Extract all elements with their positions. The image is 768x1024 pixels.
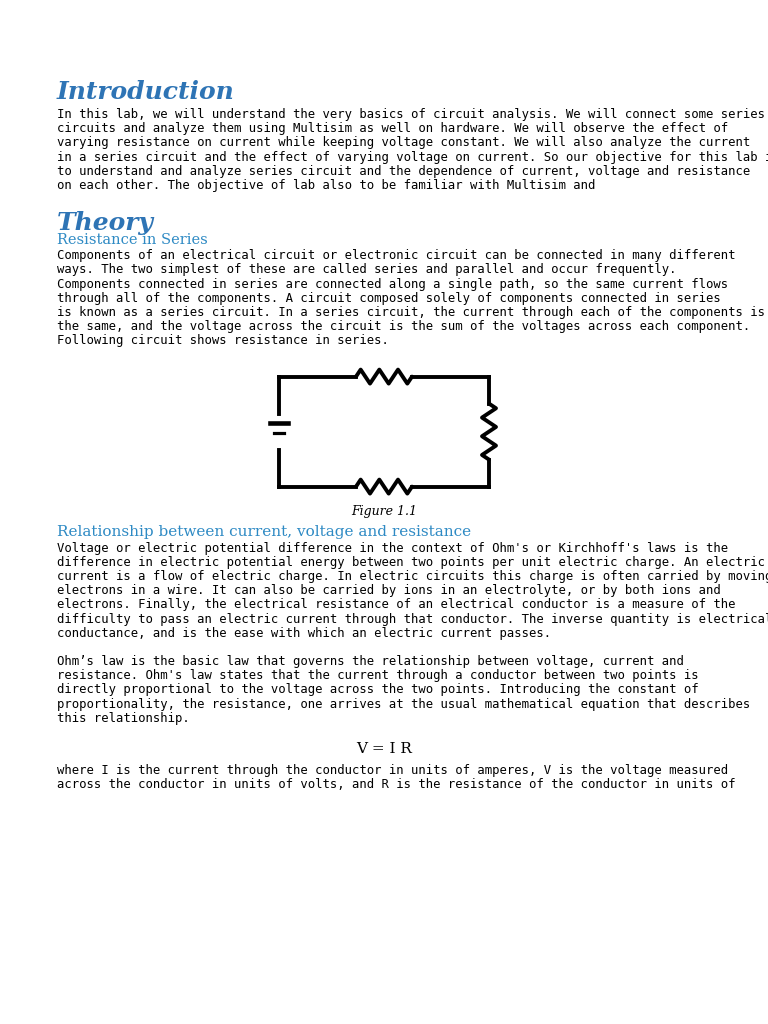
- Text: difficulty to pass an electric current through that conductor. The inverse quant: difficulty to pass an electric current t…: [57, 612, 768, 626]
- Text: ways. The two simplest of these are called series and parallel and occur frequen: ways. The two simplest of these are call…: [57, 263, 677, 276]
- Text: Resistance in Series: Resistance in Series: [57, 233, 208, 247]
- Text: current is a flow of electric charge. In electric circuits this charge is often : current is a flow of electric charge. In…: [57, 570, 768, 583]
- Text: electrons. Finally, the electrical resistance of an electrical conductor is a me: electrons. Finally, the electrical resis…: [57, 598, 736, 611]
- Text: Voltage or electric potential difference in the context of Ohm's or Kirchhoff's : Voltage or electric potential difference…: [57, 542, 728, 555]
- Text: where I is the current through the conductor in units of amperes, V is the volta: where I is the current through the condu…: [57, 764, 728, 777]
- Text: on each other. The objective of lab also to be familiar with Multisim and: on each other. The objective of lab also…: [57, 179, 595, 193]
- Text: In this lab, we will understand the very basics of circuit analysis. We will con: In this lab, we will understand the very…: [57, 108, 765, 121]
- Text: in a series circuit and the effect of varying voltage on current. So our objecti: in a series circuit and the effect of va…: [57, 151, 768, 164]
- Text: electrons in a wire. It can also be carried by ions in an electrolyte, or by bot: electrons in a wire. It can also be carr…: [57, 585, 720, 597]
- Text: conductance, and is the ease with which an electric current passes.: conductance, and is the ease with which …: [57, 627, 551, 640]
- Text: resistance. Ohm's law states that the current through a conductor between two po: resistance. Ohm's law states that the cu…: [57, 670, 699, 682]
- Text: Components connected in series are connected along a single path, so the same cu: Components connected in series are conne…: [57, 278, 728, 291]
- Text: Relationship between current, voltage and resistance: Relationship between current, voltage an…: [57, 524, 471, 539]
- Text: directly proportional to the voltage across the two points. Introducing the cons: directly proportional to the voltage acr…: [57, 683, 699, 696]
- Text: V = I R: V = I R: [356, 742, 412, 756]
- Text: across the conductor in units of volts, and R is the resistance of the conductor: across the conductor in units of volts, …: [57, 778, 736, 792]
- Text: varying resistance on current while keeping voltage constant. We will also analy: varying resistance on current while keep…: [57, 136, 750, 150]
- Text: Theory: Theory: [57, 211, 154, 236]
- Text: circuits and analyze them using Multisim as well on hardware. We will observe th: circuits and analyze them using Multisim…: [57, 122, 728, 135]
- Text: difference in electric potential energy between two points per unit electric cha: difference in electric potential energy …: [57, 556, 765, 568]
- Text: is known as a series circuit. In a series circuit, the current through each of t: is known as a series circuit. In a serie…: [57, 306, 765, 319]
- Text: through all of the components. A circuit composed solely of components connected: through all of the components. A circuit…: [57, 292, 720, 305]
- Text: Introduction: Introduction: [57, 80, 235, 104]
- Text: Figure 1.1: Figure 1.1: [351, 505, 417, 517]
- Text: this relationship.: this relationship.: [57, 712, 190, 725]
- Text: to understand and analyze series circuit and the dependence of current, voltage : to understand and analyze series circuit…: [57, 165, 750, 178]
- Text: Ohm’s law is the basic law that governs the relationship between voltage, curren: Ohm’s law is the basic law that governs …: [57, 655, 684, 668]
- Text: proportionality, the resistance, one arrives at the usual mathematical equation : proportionality, the resistance, one arr…: [57, 697, 750, 711]
- Text: the same, and the voltage across the circuit is the sum of the voltages across e: the same, and the voltage across the cir…: [57, 321, 750, 333]
- Text: Components of an electrical circuit or electronic circuit can be connected in ma: Components of an electrical circuit or e…: [57, 249, 736, 262]
- Text: Following circuit shows resistance in series.: Following circuit shows resistance in se…: [57, 335, 389, 347]
